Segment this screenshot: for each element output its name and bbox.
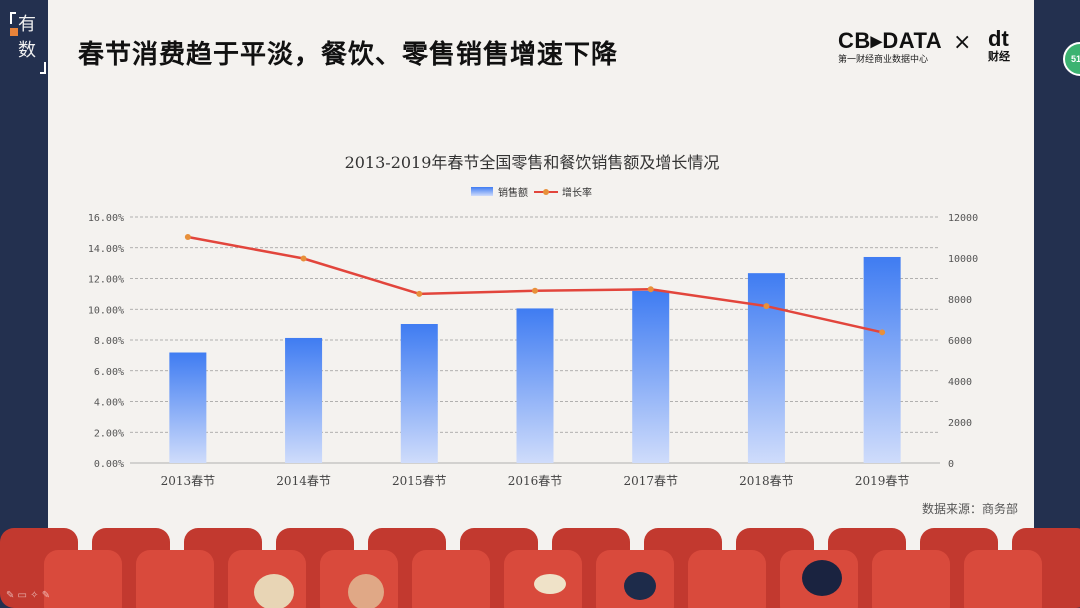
cross-icon: × — [953, 30, 972, 55]
chart-legend: 销售额 增长率 — [471, 186, 592, 199]
bar — [400, 324, 438, 463]
right-tick-label: 12000 — [948, 213, 978, 224]
cbndata-subtitle: 第一财经商业数据中心 — [838, 55, 929, 65]
cbndata-logo: CB▸DATA — [838, 28, 943, 53]
line-point — [416, 290, 423, 297]
x-tick-label: 2013春节 — [161, 474, 216, 488]
line-point — [647, 286, 654, 293]
x-tick-label: 2014春节 — [276, 474, 331, 488]
left-tick-label: 2.00% — [94, 428, 124, 439]
left-tick-label: 12.00% — [88, 275, 124, 286]
brand-char-2: 数 — [18, 40, 36, 61]
right-tick-label: 2000 — [948, 418, 972, 429]
dt-logo: dt — [988, 26, 1009, 51]
bracket-left-icon — [10, 12, 16, 24]
line-point — [763, 303, 770, 310]
chart-title: 2013-2019年春节全国零售和餐饮销售额及增长情况 — [345, 153, 720, 172]
legend-label-sales: 销售额 — [498, 186, 528, 199]
dt-subtitle: 财经 — [988, 50, 1010, 63]
brand-tag: 有 数 — [10, 12, 46, 74]
right-tick-label: 10000 — [948, 254, 978, 265]
left-tick-label: 14.00% — [88, 244, 124, 255]
x-tick-label: 2018春节 — [739, 474, 794, 488]
legend-bar-swatch — [471, 187, 493, 196]
x-tick-label: 2016春节 — [508, 474, 563, 488]
x-tick-label: 2017春节 — [623, 474, 678, 488]
legend-marker — [543, 189, 549, 195]
line-point — [532, 287, 538, 294]
left-tick-label: 6.00% — [94, 367, 124, 378]
line-point — [184, 233, 191, 240]
line-point — [879, 329, 886, 336]
brand-char-1: 有 — [18, 14, 36, 35]
right-tick-label: 4000 — [948, 377, 972, 388]
right-tick-label: 6000 — [948, 336, 972, 347]
x-tick-label: 2015春节 — [392, 474, 447, 488]
left-tick-label: 8.00% — [94, 336, 124, 347]
brand-dot-icon — [10, 28, 18, 36]
bar — [632, 290, 670, 463]
line-point — [300, 255, 307, 262]
bar — [169, 352, 207, 463]
bar — [285, 337, 323, 463]
legend-label-growth: 增长率 — [562, 186, 592, 199]
page-title: 春节消费趋于平淡，餐饮、零售销售增速下降 — [78, 40, 619, 70]
x-tick-label: 2019春节 — [855, 474, 910, 488]
sales-growth-chart: 2013-2019年春节全国零售和餐饮销售额及增长情况 销售额 增长率 0.00%… — [88, 153, 978, 488]
data-source: 数据来源：商务部 — [922, 502, 1019, 516]
left-tick-label: 4.00% — [94, 398, 124, 409]
theater-seats — [0, 528, 1080, 608]
bar — [747, 273, 785, 463]
toolbar-icons: ✎ ▭ ✧ ✎ — [6, 590, 51, 601]
left-tick-label: 16.00% — [88, 213, 124, 224]
bar — [863, 256, 901, 463]
left-tick-label: 10.00% — [88, 305, 124, 316]
right-tick-label: 0 — [948, 459, 954, 470]
left-curtain — [0, 0, 48, 608]
bracket-right-icon — [40, 62, 46, 74]
right-curtain — [1034, 0, 1080, 608]
left-tick-label: 0.00% — [94, 459, 124, 470]
right-tick-label: 8000 — [948, 295, 972, 306]
bar — [516, 308, 554, 463]
